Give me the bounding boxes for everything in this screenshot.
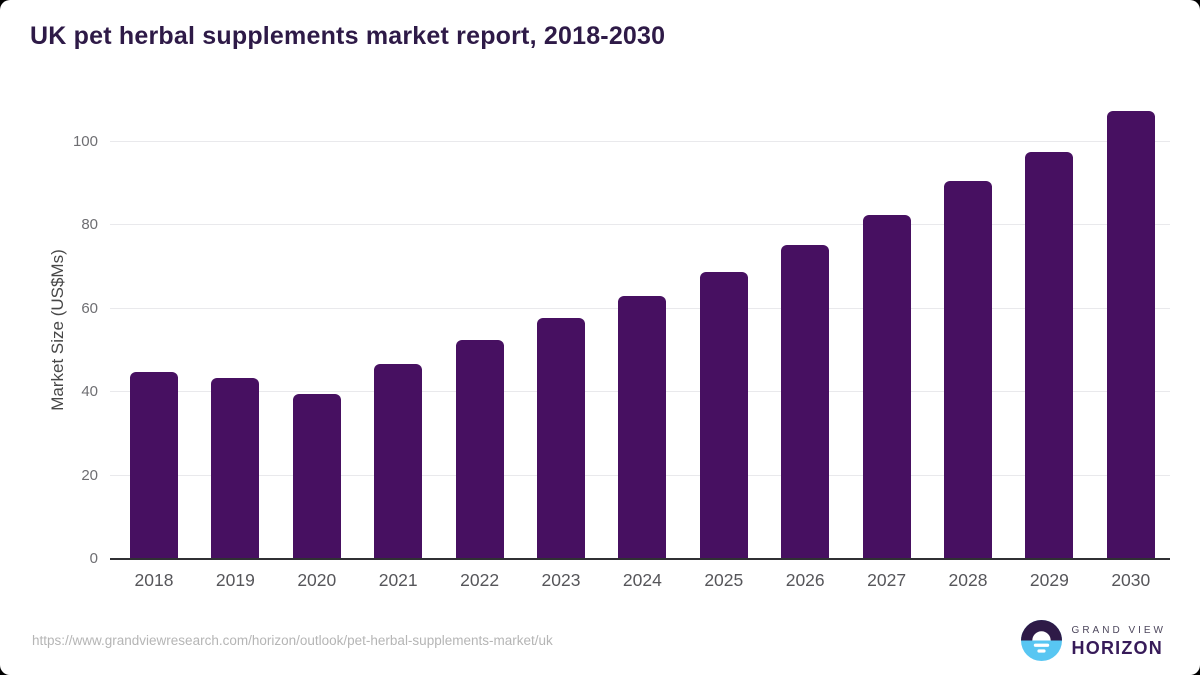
bar-2029 — [1025, 151, 1074, 559]
x-tick-2029: 2029 — [1029, 570, 1069, 590]
bar-2018 — [130, 372, 178, 559]
x-tick-2027: 2027 — [867, 570, 907, 590]
x-tick-2021: 2021 — [378, 570, 418, 590]
x-tick-2019: 2019 — [215, 570, 255, 590]
x-tick-2020: 2020 — [297, 570, 337, 590]
bar-2020 — [292, 394, 341, 559]
bar-2027 — [862, 215, 911, 559]
bar-2021 — [374, 364, 423, 559]
source-url: https://www.grandviewresearch.com/horizo… — [32, 633, 553, 648]
logo-horizon-label: HORIZON — [1071, 637, 1163, 658]
y-tick-40: 40 — [81, 383, 98, 401]
y-axis-ticks: 0 20 40 60 80 100 — [40, 100, 98, 567]
bar-2028 — [944, 180, 992, 559]
y-tick-0: 0 — [89, 550, 98, 567]
chart-title: UK pet herbal supplements market report,… — [30, 22, 666, 50]
bar-2025 — [699, 272, 748, 559]
bar-2026 — [781, 244, 830, 559]
x-tick-2023: 2023 — [541, 570, 581, 590]
y-tick-80: 80 — [81, 216, 98, 234]
x-tick-2018: 2018 — [134, 570, 174, 590]
x-tick-2025: 2025 — [704, 570, 744, 590]
bar-2022 — [455, 339, 504, 559]
grand-view-horizon-logo: GRAND VIEW HORIZON — [1020, 620, 1166, 661]
logo-text: GRAND VIEW HORIZON — [1072, 624, 1166, 658]
y-tick-20: 20 — [81, 466, 98, 484]
y-tick-60: 60 — [81, 299, 98, 317]
x-axis-line — [110, 558, 1170, 560]
bar-2019 — [211, 378, 260, 559]
x-axis-labels: 2018 2019 2020 2021 2022 2023 2024 2025 2026 2027… — [110, 570, 1170, 594]
bar-2023 — [537, 317, 585, 559]
horizon-sun-icon — [1020, 620, 1062, 661]
bar-2024 — [618, 296, 667, 559]
y-tick-100: 100 — [72, 132, 98, 150]
x-tick-2028: 2028 — [948, 570, 988, 590]
gridline-100 — [110, 140, 1170, 142]
x-tick-2030: 2030 — [1111, 570, 1151, 590]
bar-2030 — [1106, 111, 1155, 559]
logo-grand-view-label: GRAND VIEW — [1071, 624, 1166, 636]
plot-area — [110, 100, 1170, 560]
x-tick-2022: 2022 — [460, 570, 500, 590]
x-tick-2024: 2024 — [622, 570, 662, 590]
x-tick-2026: 2026 — [785, 570, 825, 590]
gridline-80 — [110, 224, 1170, 226]
